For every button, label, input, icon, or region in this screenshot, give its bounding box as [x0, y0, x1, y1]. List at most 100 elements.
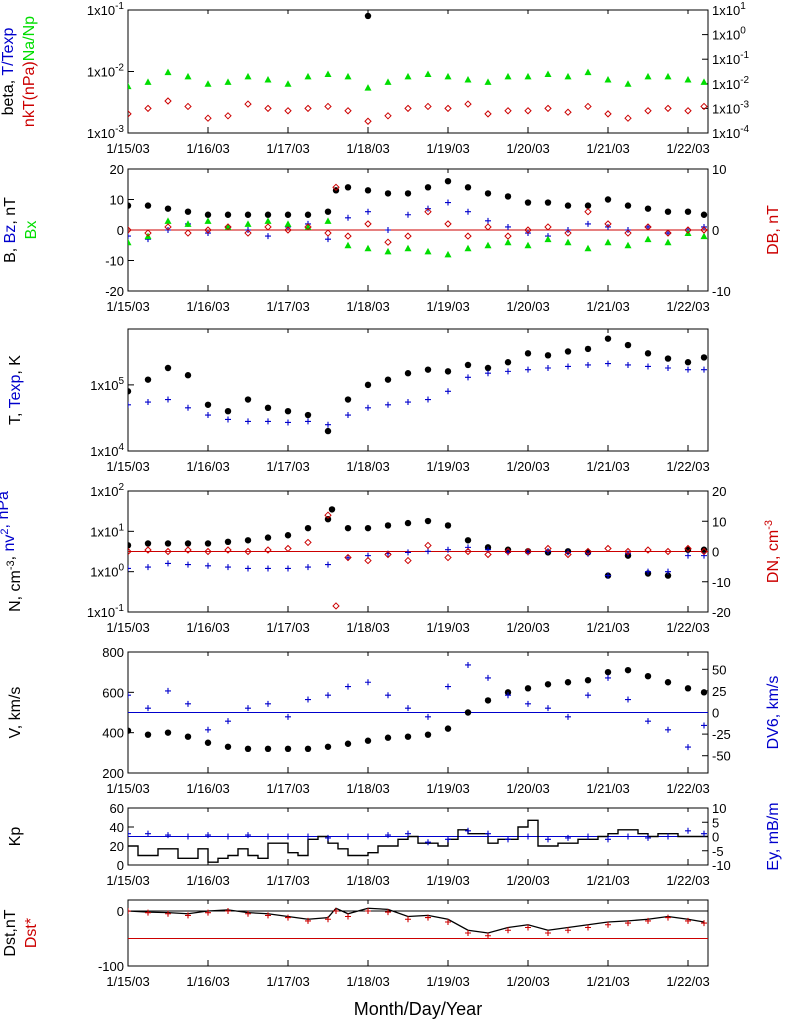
data-point-beta-3-0	[128, 110, 132, 118]
data-point-b-3-14	[384, 238, 392, 246]
data-point-n-1-7	[265, 565, 271, 572]
data-point-t-0-16	[444, 368, 452, 375]
data-point-t-1-11	[345, 412, 351, 419]
x-tick-label-v-7: 1/22/03	[666, 781, 709, 796]
data-point-b-3-16	[424, 207, 432, 216]
data-point-b-2-25	[624, 241, 632, 249]
data-point-beta-3-25	[624, 114, 632, 122]
data-point-b-2-20	[524, 241, 532, 249]
data-point-b-0-18	[464, 184, 472, 191]
panel-v: 200 400 600 800 -50 -25 0 25 50 1/15/03 1/16/03 1/1…	[7, 645, 782, 796]
data-point-b-3-1	[144, 229, 152, 237]
data-point-n-2-9	[304, 538, 312, 547]
data-point-t-1-25	[625, 361, 631, 368]
data-point-t-0-14	[404, 370, 412, 377]
data-point-beta-2-8	[284, 80, 292, 87]
x-tick-label-n-2: 1/17/03	[266, 620, 309, 635]
x-tick-label-dst-7: 1/22/03	[666, 974, 709, 989]
data-point-n-1-25	[625, 550, 631, 557]
y2-tick-label-beta-4: 1x100	[712, 26, 746, 43]
data-point-b-1-18	[485, 217, 491, 224]
data-point-n-0-8	[284, 532, 292, 539]
y-tick-label-beta-0-mantissa: 1x10	[87, 126, 115, 141]
x-tick-label-b-0: 1/15/03	[106, 299, 149, 314]
y-axis-label2-beta-part-1: Na/Np	[21, 16, 38, 61]
data-point-v-1-23	[585, 692, 591, 699]
data-point-b-3-7	[264, 223, 272, 231]
data-point-v-1-8	[285, 713, 291, 720]
data-point-b-0-28	[664, 208, 672, 215]
data-point-v-0-3	[184, 733, 192, 740]
panel-frame-beta	[127, 9, 709, 134]
data-point-t-0-21	[544, 352, 552, 359]
data-point-beta-2-19	[504, 72, 512, 80]
data-point-n-2-30	[700, 547, 708, 556]
y-tick-label-beta-2-exponent: -1	[115, 1, 124, 12]
data-point-v-0-18	[484, 697, 492, 704]
data-point-kp-1-2	[165, 832, 171, 839]
data-point-b-1-13	[385, 227, 391, 233]
data-point-v-0-6	[244, 745, 252, 752]
y2-tick-label-beta-2: 1x10-2	[712, 75, 750, 92]
data-point-n-0-0	[128, 542, 132, 549]
data-point-n-2-0	[128, 547, 132, 556]
data-point-v-0-20	[524, 685, 532, 692]
data-point-beta-3-2	[164, 97, 172, 105]
data-point-dst-1-3	[185, 912, 191, 919]
data-point-dst-1-20	[505, 927, 511, 934]
data-point-v-0-25	[624, 666, 632, 674]
data-point-kp-1-11	[345, 833, 351, 840]
data-point-n-1-16	[445, 546, 451, 553]
data-point-beta-3-1	[144, 104, 152, 113]
data-point-n-2-8	[284, 544, 292, 553]
data-point-beta-2-15	[424, 70, 432, 78]
x-tick-label-beta-6: 1/21/03	[586, 141, 629, 156]
data-point-v-0-13	[384, 734, 392, 741]
data-point-v-1-10	[325, 692, 331, 699]
y-tick-label-n-1: 1x100	[90, 563, 124, 580]
y-tick-label-b-4: 20	[110, 162, 124, 177]
data-point-beta-3-24	[604, 110, 612, 118]
data-point-t-1-10	[325, 421, 331, 428]
data-point-v-1-25	[625, 696, 631, 703]
data-point-v-0-16	[444, 725, 452, 732]
data-point-v-1-1	[145, 705, 151, 712]
data-point-beta-3-9	[304, 104, 312, 113]
data-point-t-0-9	[304, 411, 312, 419]
x-tick-label-v-2: 1/17/03	[266, 781, 309, 796]
y-tick-label-beta-0-exponent: -3	[115, 124, 124, 135]
data-point-kp-1-9	[305, 833, 311, 840]
y2-tick-label-beta-2-exponent: -2	[740, 75, 749, 86]
y2-tick-label-kp-4: 10	[712, 801, 726, 816]
data-point-b-3-10	[324, 229, 332, 237]
data-point-t-1-17	[465, 374, 471, 381]
data-point-b-3-24	[584, 207, 592, 216]
data-point-v-1-12	[365, 679, 371, 686]
data-point-b-3-25	[604, 220, 612, 228]
data-point-b-1-26	[645, 223, 651, 230]
y2-tick-label-beta-1: 1x10-3	[712, 99, 750, 116]
data-point-n-0-28	[664, 572, 672, 579]
y-axis-label-t: T, Texp, K	[7, 355, 24, 425]
data-point-kp-1-20	[525, 833, 531, 840]
y-axis-label-b-part-1: Bz	[2, 225, 19, 244]
x-tick-label-t-6: 1/21/03	[586, 459, 629, 474]
data-point-n-1-27	[665, 568, 671, 575]
data-point-t-1-22	[565, 363, 571, 370]
data-point-n-2-7	[264, 546, 272, 554]
data-point-beta-2-21	[544, 70, 552, 78]
y-axis-label2-b-part-0: Bx	[23, 221, 40, 240]
data-point-b-3-20	[504, 232, 512, 240]
y-tick-label-beta-2: 1x10-1	[87, 1, 125, 18]
y-axis-label-t-part-1: Texp	[7, 374, 24, 408]
y-tick-label-b-1: -10	[105, 254, 124, 269]
data-point-t-1-21	[545, 365, 551, 371]
data-point-n-1-3	[185, 561, 191, 568]
data-point-t-1-26	[645, 363, 651, 370]
y-axis-label-n-part-1: ,	[1, 551, 18, 560]
data-point-beta-3-10	[324, 102, 332, 111]
y-tick-label-n-3: 1x102	[90, 482, 124, 499]
data-point-b-3-8	[284, 226, 292, 234]
y-axis-label-v-part-0: V, km/s	[7, 687, 24, 739]
data-point-beta-3-14	[404, 104, 412, 113]
